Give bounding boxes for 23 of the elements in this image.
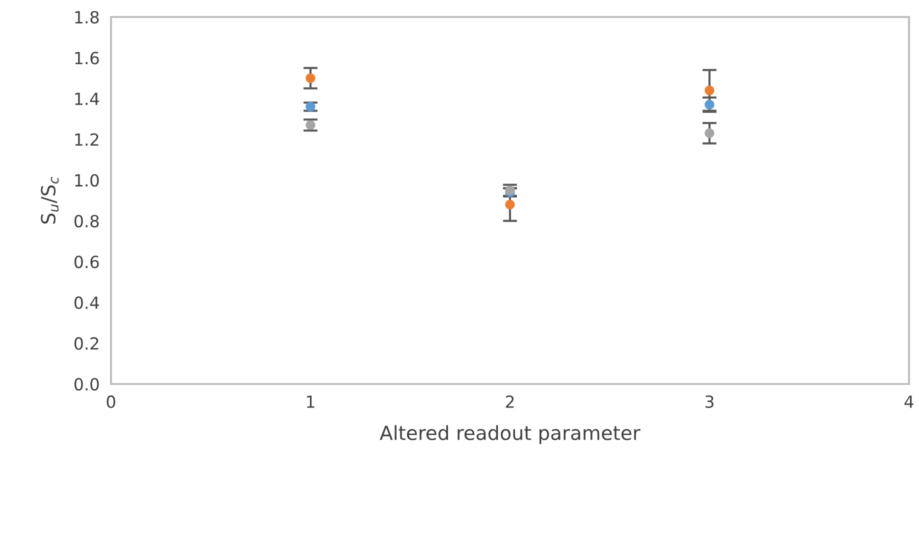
x-tick-label: 3: [705, 395, 714, 408]
x-axis-title: Altered readout parameter: [380, 425, 640, 444]
y-axis-title: S$_{u}$/S$_{c}$: [40, 176, 59, 224]
point: [704, 128, 714, 138]
x-tick-label: 2: [506, 395, 514, 408]
y-tick-label: 1.2: [75, 133, 98, 146]
y-tick-label: 0.4: [74, 296, 99, 310]
y-tick-label: 1.6: [75, 52, 99, 64]
point: [505, 200, 515, 210]
point: [306, 102, 316, 112]
y-tick-label: 1.0: [75, 174, 99, 187]
y-tick-label: 1.4: [75, 92, 99, 105]
y-tick-label: 0.2: [74, 337, 98, 350]
x-tick-label: 1: [307, 396, 314, 408]
y-tick-label: 0.0: [74, 378, 99, 391]
point: [306, 73, 316, 84]
x-tick-label: 4: [904, 396, 914, 408]
x-tick-label: 0: [106, 395, 116, 408]
y-tick-label: 0.8: [74, 214, 99, 228]
y-tick-label: 1.8: [75, 10, 99, 24]
y-tick-label: 0.6: [74, 256, 99, 268]
point: [704, 86, 714, 96]
point: [306, 120, 316, 130]
